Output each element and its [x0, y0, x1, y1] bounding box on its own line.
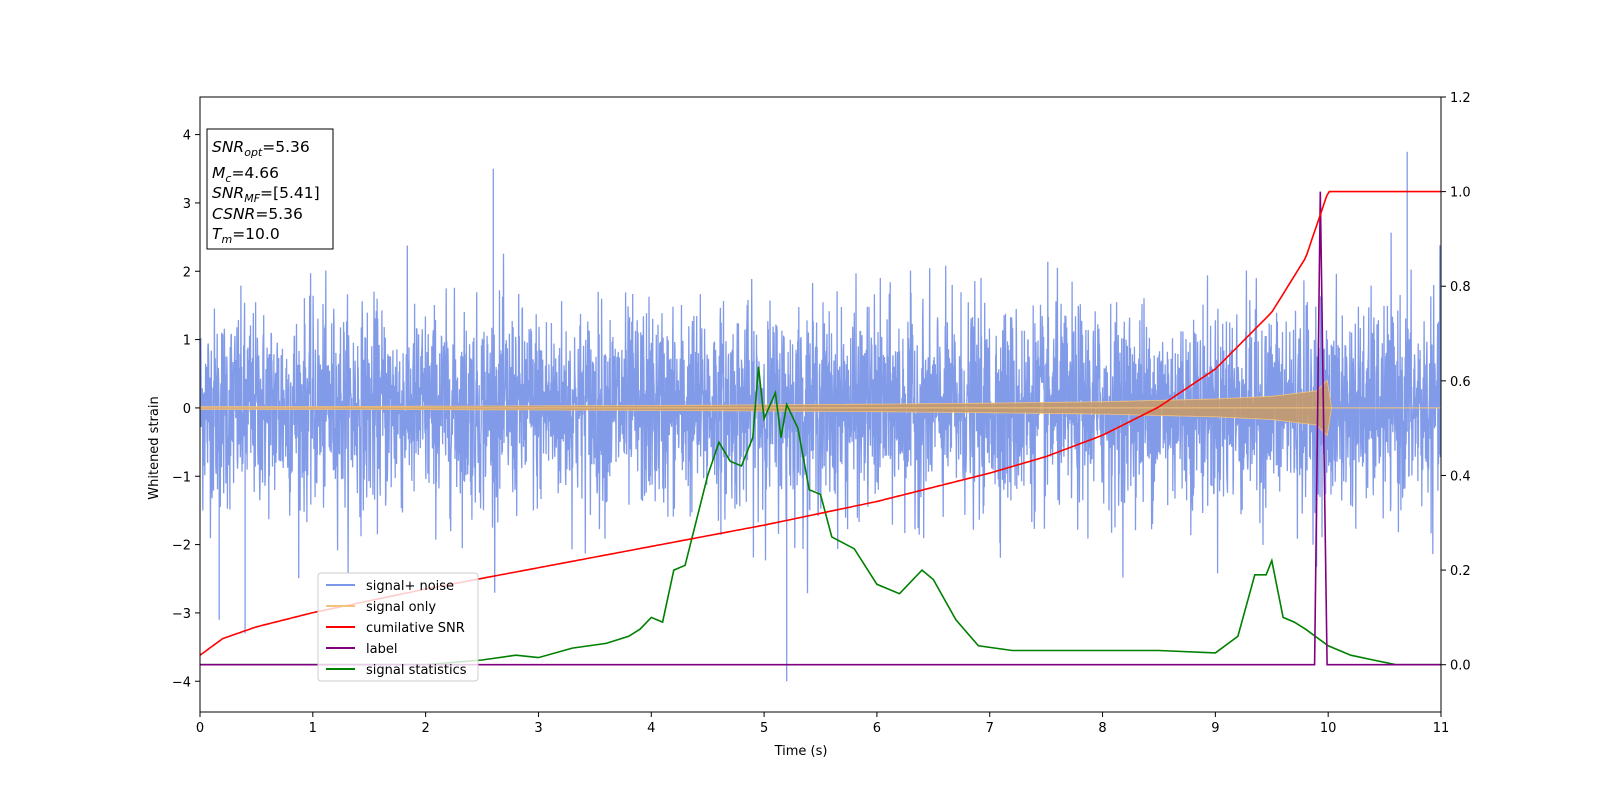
legend-label: cumilative SNR: [366, 621, 465, 636]
series-signal-statistics-line: [200, 366, 1441, 666]
x-tick-label: 2: [421, 721, 429, 736]
y-tick-label: 3: [183, 197, 191, 212]
y-tick-label: 2: [183, 265, 191, 280]
legend-item-signal-statistics: signal statistics: [326, 663, 467, 678]
y-tick-label: −3: [172, 607, 191, 622]
y2-tick-label: 0.2: [1450, 564, 1471, 579]
x-tick-label: 9: [1211, 721, 1219, 736]
y2-tick-label: 1.0: [1450, 186, 1471, 201]
y2-tick-label: 0.8: [1450, 280, 1471, 295]
y2-tick-label: 0.0: [1450, 659, 1471, 674]
y2-tick-label: 0.6: [1450, 375, 1471, 390]
y2-tick-label: 0.4: [1450, 469, 1471, 484]
legend-label: signal only: [366, 600, 436, 615]
y-tick-label: −4: [172, 675, 191, 690]
x-tick-label: 4: [647, 721, 655, 736]
axes: 0 1 2 3 4 5 6 7 8 9 10 11 −4 −3 −2 −1 0 1 2 3 4 0.0 0.2 0.4 0.6 0…: [172, 91, 1471, 736]
legend: signal+ noise signal only cumilative SNR…: [317, 572, 479, 682]
x-tick-label: 0: [196, 721, 204, 736]
legend-item-label: label: [326, 642, 397, 657]
y2-tick-label: 1.2: [1450, 91, 1471, 106]
annotation-tm: Tm=10.0: [212, 225, 280, 246]
x-tick-label: 5: [760, 721, 768, 736]
annotation-snr-mf: SNRMF=[5.41]: [212, 184, 320, 205]
legend-item-signal-only: signal only: [326, 600, 436, 615]
x-tick-label: 1: [309, 721, 317, 736]
legend-item-cumulative-snr: cumilative SNR: [326, 621, 465, 636]
legend-item-signal-noise: signal+ noise: [326, 579, 454, 594]
annotation-box: [206, 128, 334, 250]
annotation-csnr: CSNR=5.36: [212, 205, 303, 223]
series-label-line: [200, 191, 1441, 666]
y-tick-label: −2: [172, 539, 191, 554]
x-tick-label: 11: [1433, 721, 1450, 736]
y-tick-label: 1: [183, 334, 191, 349]
legend-box: [317, 572, 479, 682]
x-tick-label: 7: [986, 721, 994, 736]
legend-label: signal statistics: [366, 663, 467, 678]
y-tick-label: 4: [183, 129, 191, 144]
y-axis-title: Whitened strain: [147, 396, 162, 499]
x-axis-title: Time (s): [774, 744, 828, 759]
plot-frame: [199, 96, 1442, 713]
y-tick-label: 0: [183, 402, 191, 417]
series-signal-noise-line: [200, 151, 1441, 682]
x-tick-label: 3: [534, 721, 542, 736]
legend-label: signal+ noise: [366, 579, 454, 594]
annotation-mc: Mc=4.66: [212, 164, 279, 185]
annotation-snr-opt: SNRopt=5.36: [212, 138, 310, 159]
legend-label: label: [366, 642, 397, 657]
y-tick-label: −1: [172, 470, 191, 485]
x-tick-label: 10: [1320, 721, 1337, 736]
stats-annotation: SNRopt=5.36 Mc=4.66 SNRMF=[5.41] CSNR=5.…: [206, 128, 334, 250]
x-tick-label: 6: [873, 721, 881, 736]
x-tick-label: 8: [1098, 721, 1106, 736]
